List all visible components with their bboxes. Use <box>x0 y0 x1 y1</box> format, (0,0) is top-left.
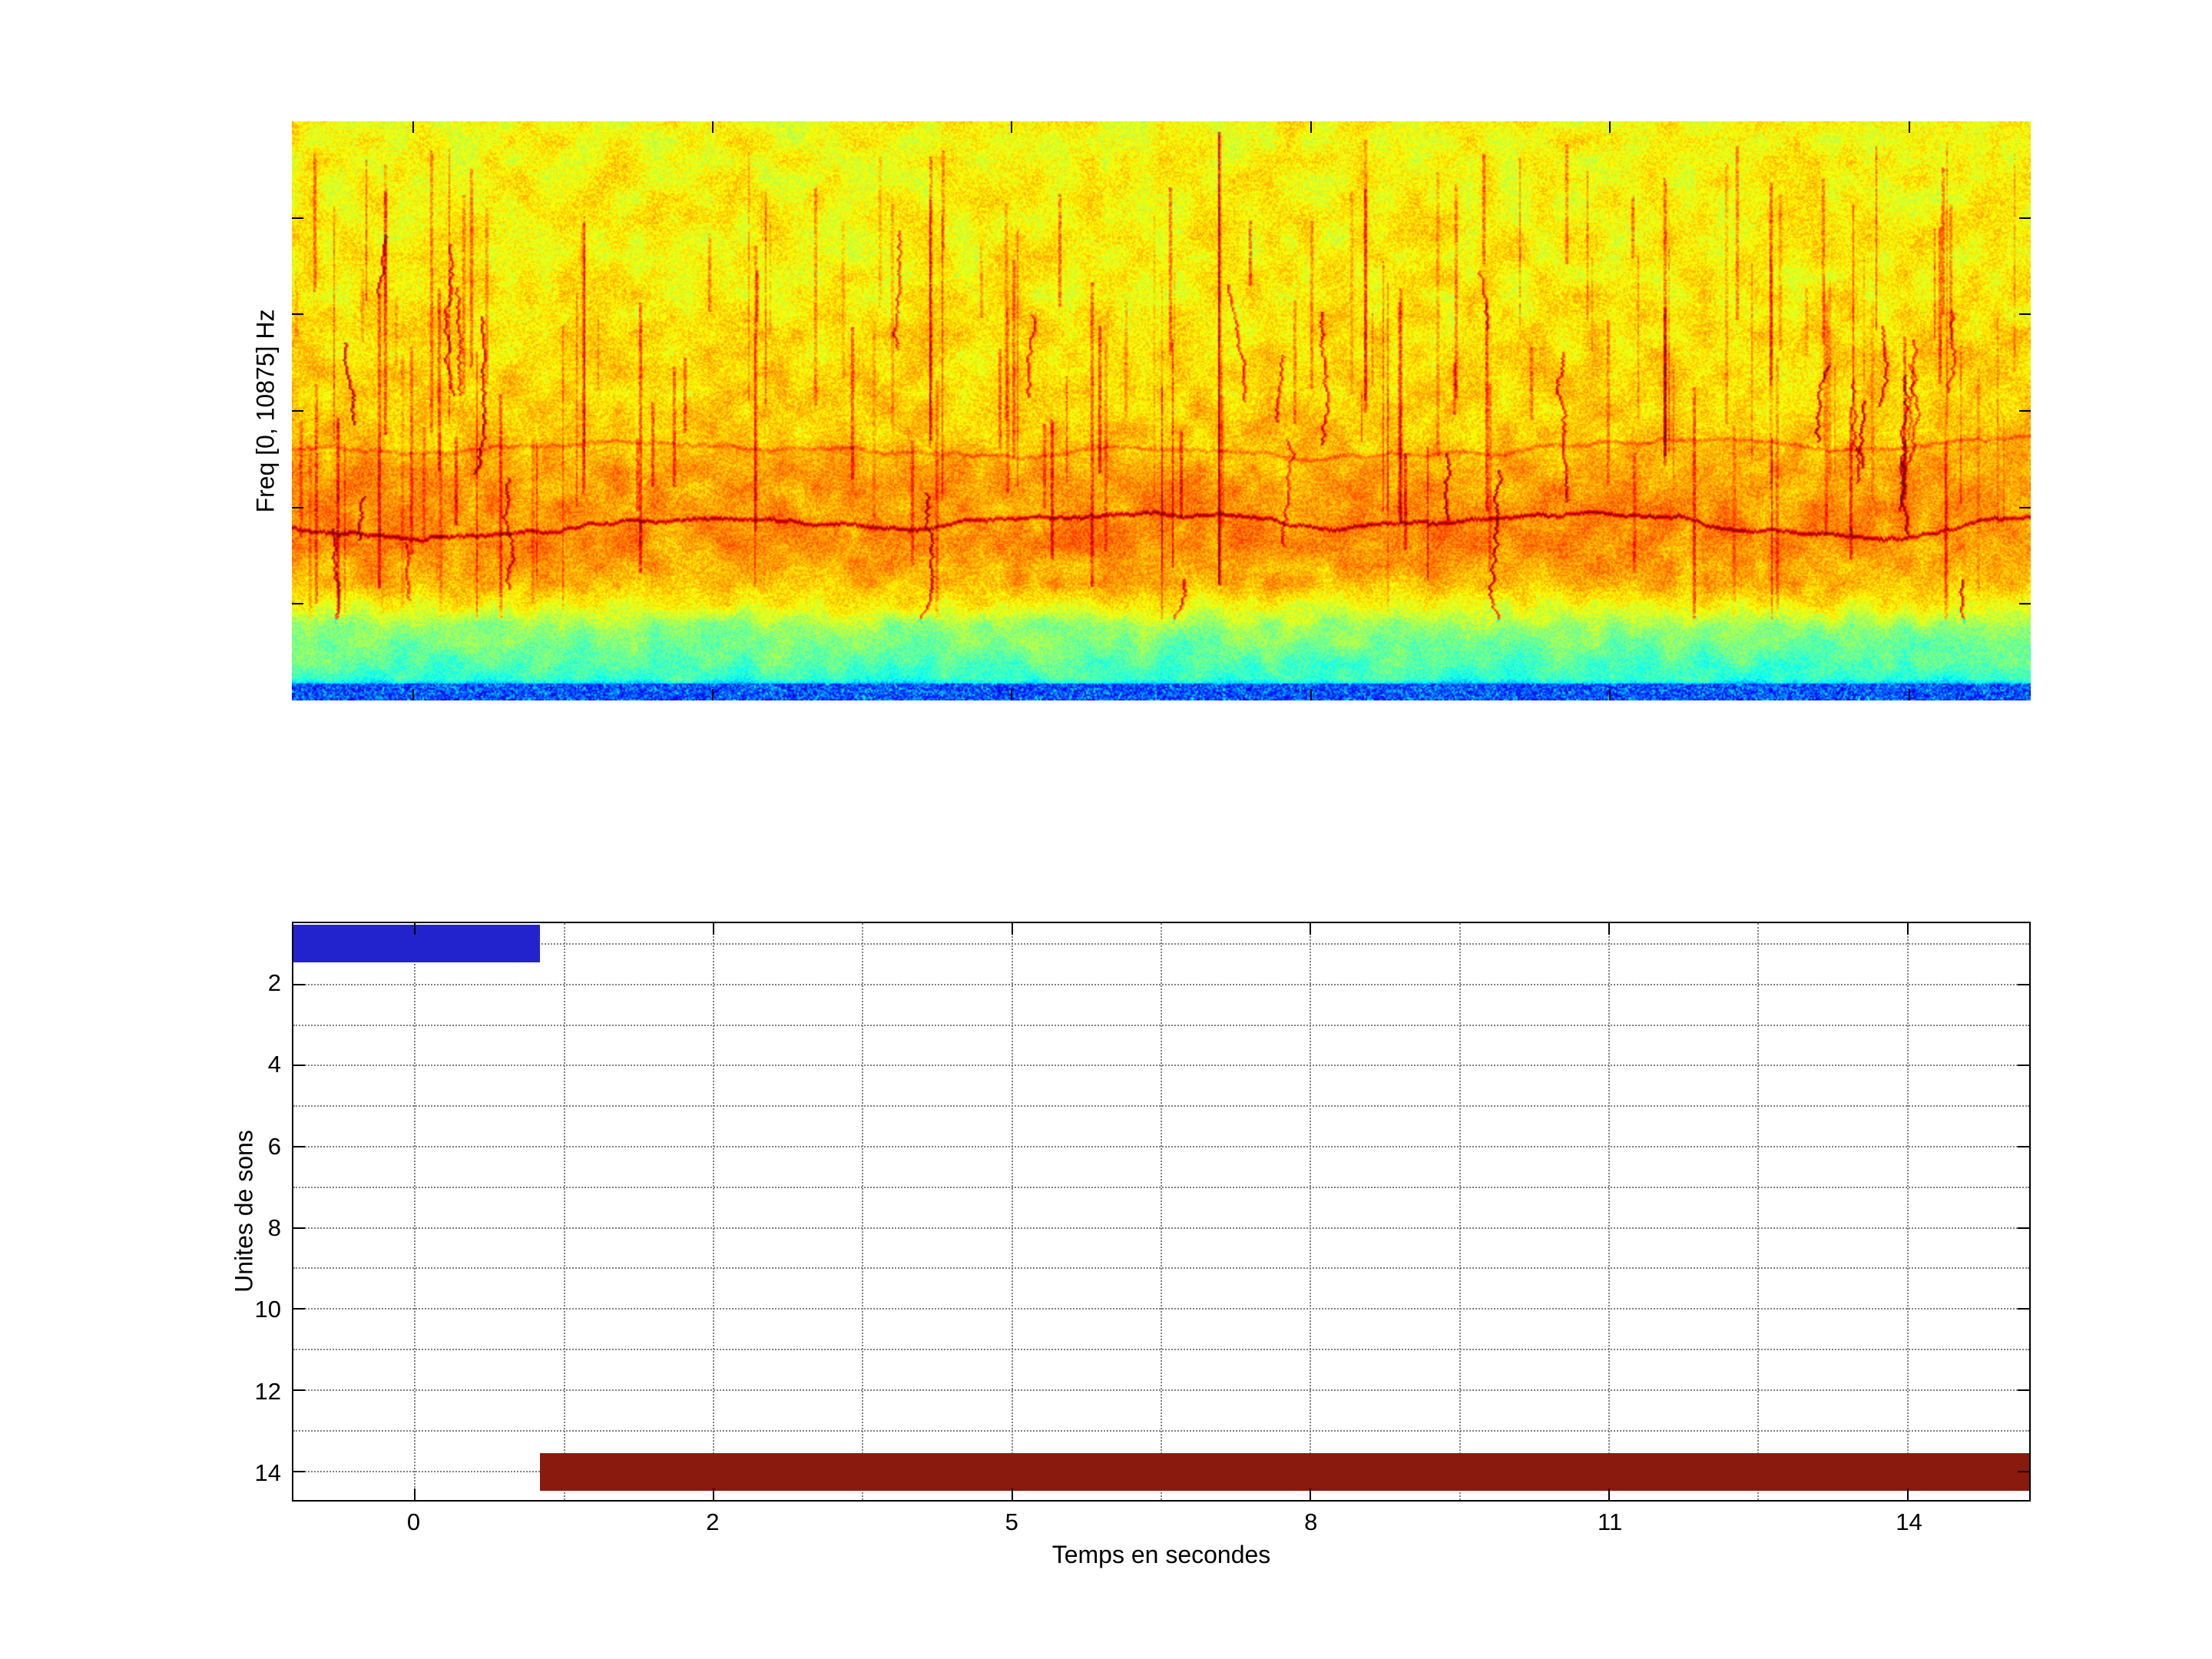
spectrogram-x-tick <box>1908 689 1910 700</box>
grid-line-vertical <box>414 923 416 1500</box>
spectrogram-x-tick <box>1310 121 1312 133</box>
sound-units-axes <box>292 922 2031 1502</box>
spectrogram-tickmarks <box>292 121 2031 700</box>
y-tick-label: 6 <box>267 1132 281 1160</box>
spectrogram-y-tick <box>292 313 303 316</box>
grid-line-horizontal <box>293 1227 2029 1229</box>
x-axis-tick <box>414 1488 416 1500</box>
y-axis-tick <box>293 1146 305 1148</box>
x-axis-tick <box>1011 923 1013 935</box>
y-axis-tick <box>293 1308 305 1310</box>
y-axis-tick <box>2018 1146 2029 1148</box>
y-axis-tick <box>293 1227 305 1229</box>
y-axis-tick <box>293 983 305 985</box>
x-tick-labels: 0 2 5 8 11 14 <box>292 1508 2031 1541</box>
grid-line-horizontal <box>293 1105 2029 1108</box>
y-axis-tick <box>293 1471 305 1473</box>
y-axis-tick <box>2018 1227 2029 1229</box>
spectrogram-x-tick <box>1908 121 1910 133</box>
x-tick-label: 2 <box>706 1508 720 1535</box>
x-axis-tick <box>1310 1488 1312 1500</box>
y-tick-label: 12 <box>254 1377 281 1405</box>
y-axis-tick <box>2018 983 2029 985</box>
x-axis-tick <box>414 923 416 935</box>
y-tick-label: 10 <box>254 1296 281 1323</box>
x-axis-tick <box>1608 1488 1611 1500</box>
grid-line-vertical <box>1459 923 1461 1500</box>
grid-line-vertical <box>563 923 565 1500</box>
y-tick-label: 8 <box>267 1214 281 1241</box>
grid-line-horizontal <box>293 983 2029 985</box>
y-axis-tick <box>2018 1389 2029 1392</box>
grid-line-horizontal <box>293 1389 2029 1392</box>
y-tick-label: 14 <box>254 1459 281 1486</box>
grid-line-horizontal <box>293 1308 2029 1310</box>
y-axis-tick <box>2018 1308 2029 1310</box>
sound-units-tickmarks <box>293 923 2029 1500</box>
spectrogram-y-tick <box>292 603 303 605</box>
sound-unit-bar-14 <box>539 1452 2029 1491</box>
grid-line-horizontal <box>293 1430 2029 1432</box>
grid-line-vertical <box>1011 923 1013 1500</box>
grid-line-horizontal <box>293 1065 2029 1067</box>
spectrogram-x-tick <box>412 121 415 133</box>
spectrogram-x-tick <box>412 689 415 700</box>
spectrogram-x-tick <box>711 689 714 700</box>
spectrogram-y-tick <box>2019 410 2031 412</box>
spectrogram-axes <box>292 121 2031 700</box>
y-axis-tick <box>2018 1471 2029 1473</box>
grid-line-vertical <box>712 923 714 1500</box>
grid-line-vertical <box>1757 923 1760 1500</box>
x-axis-tick <box>712 1488 714 1500</box>
spectrogram-y-tick <box>292 506 303 508</box>
x-axis-tick <box>1011 1488 1013 1500</box>
grid-line-vertical <box>1906 923 1909 1500</box>
sound-unit-bar-1 <box>293 925 540 963</box>
x-tick-label: 0 <box>406 1508 421 1535</box>
x-axis-tick <box>1906 923 1909 935</box>
spectrogram-ylabel: Freq [0, 10875] Hz <box>251 309 280 513</box>
x-tick-label: 11 <box>1598 1508 1623 1535</box>
spectrogram-x-tick <box>1609 689 1611 700</box>
y-axis-tick <box>293 1065 305 1067</box>
x-axis-tick <box>1310 923 1312 935</box>
grid-line-horizontal <box>293 1146 2029 1148</box>
spectrogram-y-tick <box>2019 506 2031 508</box>
grid-line-horizontal <box>293 1349 2029 1351</box>
spectrogram-x-tick <box>711 121 714 133</box>
x-tick-label: 14 <box>1896 1508 1922 1535</box>
x-axis-tick <box>712 923 714 935</box>
grid-line-horizontal <box>293 1267 2029 1270</box>
grid-line-vertical <box>1310 923 1312 1500</box>
grid-line-vertical <box>862 923 864 1500</box>
y-axis-tick <box>293 1389 305 1392</box>
y-tick-label: 2 <box>267 969 281 997</box>
y-axis-tick <box>2018 1065 2029 1067</box>
x-axis-tick <box>1906 1488 1909 1500</box>
spectrogram-x-tick <box>1011 689 1013 700</box>
grid-line-horizontal <box>293 942 2029 945</box>
grid-line-horizontal <box>293 1024 2029 1026</box>
bars-layer <box>293 923 2029 1500</box>
grid-line-vertical <box>1161 923 1162 1500</box>
spectrogram-x-tick <box>1609 121 1611 133</box>
grid-line-vertical <box>1608 923 1611 1500</box>
spectrogram-y-tick <box>292 217 303 219</box>
x-tick-label: 5 <box>1005 1508 1018 1535</box>
time-xlabel: Temps en secondes <box>1051 1541 1271 1568</box>
x-axis-tick <box>1608 923 1611 935</box>
x-tick-label: 8 <box>1304 1508 1318 1535</box>
y-tick-label: 4 <box>267 1051 281 1078</box>
spectrogram-x-tick <box>1310 689 1312 700</box>
spectrogram-y-tick <box>2019 313 2031 316</box>
spectrogram-y-tick <box>2019 217 2031 219</box>
spectrogram-y-tick <box>292 410 303 412</box>
y-tick-labels: 2 4 6 8 10 12 14 <box>187 922 281 1502</box>
spectrogram-image <box>292 121 2031 700</box>
grid-line-horizontal <box>293 1186 2029 1188</box>
spectrogram-y-tick <box>2019 603 2031 605</box>
spectrogram-x-tick <box>1011 121 1013 133</box>
